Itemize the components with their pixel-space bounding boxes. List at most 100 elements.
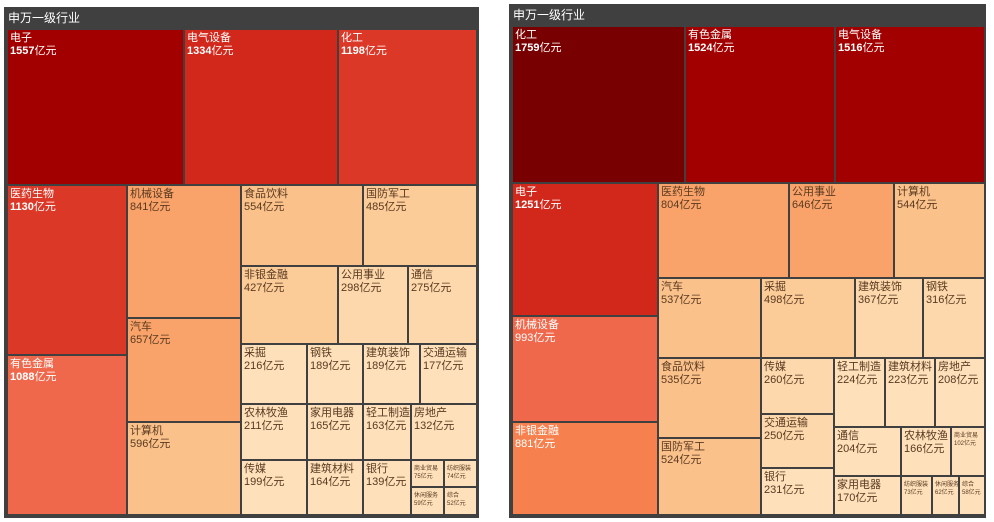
treemap-tile: 电子 1557亿元 bbox=[7, 29, 184, 185]
tile-name: 纺织服装 bbox=[904, 482, 929, 488]
treemap-plot: 化工 1759亿元 有色金属 1524亿元 电气设备 1516亿元 电子 1251亿元 机械设备… bbox=[512, 26, 985, 515]
treemap-tile: 家用电器 170亿元 bbox=[834, 476, 901, 515]
treemap-tile: 汽车 537亿元 bbox=[658, 278, 761, 358]
tile-name: 电气设备 bbox=[187, 32, 231, 44]
tile-name: 计算机 bbox=[130, 425, 163, 437]
treemap-tile: 综合 58亿元 bbox=[959, 476, 985, 515]
treemap-tile: 房地产 208亿元 bbox=[935, 358, 985, 427]
tile-label: 食品饮料 535亿元 bbox=[661, 361, 705, 387]
treemap-tile: 有色金属 1524亿元 bbox=[685, 26, 835, 183]
tile-value: 596亿元 bbox=[130, 438, 171, 450]
tile-label: 公用事业 298亿元 bbox=[341, 269, 385, 295]
tile-name: 家用电器 bbox=[837, 479, 881, 491]
tile-name: 综合 bbox=[447, 493, 460, 499]
tile-name: 家用电器 bbox=[310, 407, 354, 419]
tile-name: 电子 bbox=[515, 186, 537, 198]
tile-name: 交通运输 bbox=[764, 417, 808, 429]
tile-value: 1088亿元 bbox=[10, 371, 57, 383]
tile-value: 139亿元 bbox=[366, 476, 407, 488]
treemap-tile: 有色金属 1088亿元 bbox=[7, 355, 127, 515]
treemap-tile: 机械设备 993亿元 bbox=[512, 316, 658, 422]
tile-value: 102亿元 bbox=[954, 441, 977, 447]
treemap-tile: 纺织服装 74亿元 bbox=[444, 460, 477, 487]
tile-label: 电气设备 1334亿元 bbox=[187, 32, 233, 58]
treemap-tile: 通信 204亿元 bbox=[834, 427, 901, 476]
tile-value: 75亿元 bbox=[414, 474, 433, 480]
tile-label: 综合 52亿元 bbox=[447, 492, 466, 508]
tile-name: 有色金属 bbox=[688, 29, 732, 41]
tile-label: 通信 204亿元 bbox=[837, 430, 877, 456]
chart-title: 申万一级行业 bbox=[8, 11, 81, 25]
tile-value: 275亿元 bbox=[411, 282, 452, 294]
tile-name: 采掘 bbox=[244, 347, 266, 359]
tile-label: 商业贸易 102亿元 bbox=[954, 432, 978, 448]
tile-label: 国防军工 524亿元 bbox=[661, 441, 705, 467]
treemap-plot: 电子 1557亿元 电气设备 1334亿元 化工 1198亿元 医药生物 1130亿元 有色金属… bbox=[7, 29, 477, 515]
treemap-tile: 采掘 498亿元 bbox=[761, 278, 855, 358]
tile-name: 纺织服装 bbox=[447, 466, 472, 472]
tile-label: 医药生物 804亿元 bbox=[661, 186, 705, 212]
tile-name: 国防军工 bbox=[366, 188, 410, 200]
treemap-tile: 建筑装饰 189亿元 bbox=[363, 344, 420, 404]
tile-label: 轻工制造 224亿元 bbox=[837, 361, 881, 387]
tile-label: 建筑装饰 189亿元 bbox=[366, 347, 410, 373]
treemap-tile: 汽车 657亿元 bbox=[127, 318, 241, 422]
treemap-tile: 建筑装饰 367亿元 bbox=[855, 278, 923, 358]
tile-value: 427亿元 bbox=[244, 282, 285, 294]
tile-name: 汽车 bbox=[661, 281, 683, 293]
tile-name: 公用事业 bbox=[341, 269, 385, 281]
treemap-tile: 医药生物 804亿元 bbox=[658, 183, 789, 278]
tile-name: 钢铁 bbox=[926, 281, 948, 293]
tile-label: 化工 1198亿元 bbox=[341, 32, 387, 58]
tile-label: 采掘 498亿元 bbox=[764, 281, 804, 307]
treemap-panel-right: 申万一级行业 化工 1759亿元 有色金属 1524亿元 电气设备 1516亿元 电子 125… bbox=[509, 4, 986, 518]
tile-name: 计算机 bbox=[897, 186, 930, 198]
tile-value: 132亿元 bbox=[414, 420, 455, 432]
tile-value: 260亿元 bbox=[764, 374, 805, 386]
tile-label: 有色金属 1088亿元 bbox=[10, 358, 56, 384]
treemap-tile: 商业贸易 102亿元 bbox=[951, 427, 985, 476]
tile-name: 有色金属 bbox=[10, 358, 54, 370]
treemap-tile: 交通运输 250亿元 bbox=[761, 414, 834, 468]
tile-value: 537亿元 bbox=[661, 294, 702, 306]
tile-name: 钢铁 bbox=[310, 347, 332, 359]
tile-value: 189亿元 bbox=[366, 360, 407, 372]
tile-label: 家用电器 165亿元 bbox=[310, 407, 354, 433]
tile-value: 1557亿元 bbox=[10, 45, 57, 57]
tile-name: 休闲服务 bbox=[935, 482, 959, 488]
treemap-tile: 银行 139亿元 bbox=[363, 460, 411, 515]
tile-label: 轻工制造 163亿元 bbox=[366, 407, 410, 433]
tile-value: 485亿元 bbox=[366, 201, 407, 213]
tile-name: 机械设备 bbox=[515, 319, 559, 331]
tile-label: 建筑装饰 367亿元 bbox=[858, 281, 902, 307]
tile-name: 农林牧渔 bbox=[904, 430, 948, 442]
tile-name: 综合 bbox=[962, 482, 975, 488]
tile-name: 商业贸易 bbox=[414, 466, 439, 472]
treemap-tile: 家用电器 165亿元 bbox=[307, 404, 363, 460]
tile-label: 机械设备 993亿元 bbox=[515, 319, 559, 345]
tile-label: 农林牧渔 211亿元 bbox=[244, 407, 288, 433]
treemap-tile: 食品饮料 554亿元 bbox=[241, 185, 363, 266]
treemap-tile: 交通运输 177亿元 bbox=[420, 344, 477, 404]
treemap-tile: 非银金融 881亿元 bbox=[512, 422, 658, 515]
tile-name: 建筑材料 bbox=[888, 361, 932, 373]
treemap-tile: 纺织服装 73亿元 bbox=[901, 476, 932, 515]
tile-label: 银行 231亿元 bbox=[764, 471, 804, 497]
tile-label: 家用电器 170亿元 bbox=[837, 479, 881, 505]
treemap-tile: 电子 1251亿元 bbox=[512, 183, 658, 316]
tile-value: 223亿元 bbox=[888, 374, 929, 386]
tile-name: 轻工制造 bbox=[837, 361, 881, 373]
tile-name: 食品饮料 bbox=[244, 188, 288, 200]
tile-value: 804亿元 bbox=[661, 199, 702, 211]
tile-value: 189亿元 bbox=[310, 360, 351, 372]
treemap-tile: 国防军工 485亿元 bbox=[363, 185, 477, 266]
tile-name: 化工 bbox=[515, 29, 537, 41]
tile-label: 房地产 132亿元 bbox=[414, 407, 454, 433]
tile-label: 休闲服务 59亿元 bbox=[414, 492, 438, 508]
treemap-tile: 国防军工 524亿元 bbox=[658, 438, 761, 515]
tile-value: 211亿元 bbox=[244, 420, 284, 432]
tile-name: 电气设备 bbox=[838, 29, 882, 41]
tile-name: 医药生物 bbox=[10, 188, 54, 200]
tile-name: 建筑材料 bbox=[310, 463, 354, 475]
tile-value: 62亿元 bbox=[935, 490, 954, 496]
